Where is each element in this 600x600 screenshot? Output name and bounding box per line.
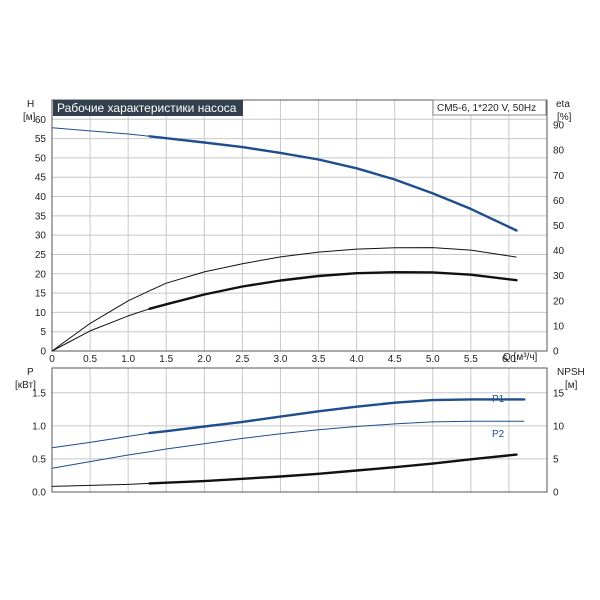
- x-tick-label: 2.5: [235, 354, 249, 365]
- x-tick-label: 5.0: [426, 354, 440, 365]
- y2-tick-label: 60: [553, 196, 565, 207]
- y-tick-label: 5: [40, 327, 46, 338]
- top-plot-frame: [51, 99, 548, 352]
- head-efficiency-plot: Рабочие характеристики насоса CM5-6, 1*2…: [23, 99, 572, 365]
- y2-tick-label: 30: [553, 271, 565, 282]
- x-tick-label: 1.0: [121, 354, 135, 365]
- head-axis-unit: [м]: [23, 112, 36, 123]
- bottom-plot-frame: [51, 367, 548, 493]
- head-tick-labels: 0 5 10 15 20 25 30 35 40 45 50 55 60: [35, 115, 47, 358]
- y-tick-label: 1.5: [32, 388, 46, 399]
- y-tick-label: 55: [35, 134, 47, 145]
- y-tick-label: 25: [35, 250, 47, 261]
- series-1-curve-thin: [51, 420, 525, 469]
- x-tick-label: 2.0: [197, 354, 211, 365]
- model-label: CM5-6, 1*220 V, 50Hz: [437, 103, 536, 114]
- y2-tick-label: 20: [553, 296, 565, 307]
- power-axis-label: P: [27, 367, 34, 378]
- y-tick-label: 30: [35, 231, 47, 242]
- y-tick-label: 60: [35, 115, 47, 126]
- top-grid: [51, 100, 547, 352]
- chart-title: Рабочие характеристики насоса: [57, 101, 237, 115]
- y-tick-label: 50: [35, 153, 47, 164]
- head-axis-label: H: [27, 99, 34, 110]
- model-label-box: [432, 99, 547, 116]
- y2-tick-label: 0: [553, 347, 559, 358]
- top-curves: [51, 127, 518, 352]
- series-0-curve: [148, 398, 526, 435]
- series-2-curve: [148, 453, 518, 485]
- y-tick-label: 0: [40, 347, 46, 358]
- x-tick-label: 6.0: [502, 354, 516, 365]
- x-tick-label: 3.5: [312, 354, 326, 365]
- y2-tick-label: 5: [553, 454, 559, 465]
- y2-tick-label: 10: [553, 421, 565, 432]
- p2-series-label: P2: [492, 429, 505, 440]
- y-tick-label: 0.5: [32, 454, 46, 465]
- y-tick-label: 40: [35, 192, 47, 203]
- eta-axis-unit: [%]: [557, 112, 572, 123]
- x-tick-label: 0.5: [83, 354, 97, 365]
- npsh-tick-labels: 0 5 10 15: [553, 388, 565, 498]
- y2-tick-label: 10: [553, 321, 565, 332]
- x-tick-label: 4.0: [350, 354, 364, 365]
- series-2-curve: [148, 271, 518, 310]
- y-tick-label: 45: [35, 173, 47, 184]
- series-0-curve-thin: [51, 127, 150, 137]
- y2-tick-label: 0: [553, 488, 559, 499]
- eta-axis-label: eta: [556, 99, 570, 110]
- x-tick-label: 4.5: [388, 354, 402, 365]
- y-tick-label: 15: [35, 289, 47, 300]
- y2-tick-label: 90: [553, 121, 565, 132]
- npsh-axis-unit: [м]: [565, 380, 578, 391]
- title-background: [53, 100, 243, 116]
- y2-tick-label: 40: [553, 246, 565, 257]
- top-x-tick-labels: 0 0.5 1.0 1.5 2.0 2.5 3.0 3.5 4.0 4.5 5.0 5.5 6.0: [49, 354, 516, 365]
- series-2-curve-thin: [51, 308, 150, 352]
- x-tick-label: 5.5: [464, 354, 478, 365]
- bottom-curves: [51, 398, 526, 487]
- flow-axis-label: Q [м³/ч]: [503, 352, 538, 363]
- eta-tick-labels: 0 10 20 30 40 50 60 70 80 90: [553, 121, 565, 358]
- x-tick-label: 0: [49, 354, 55, 365]
- x-tick-label: 3.0: [274, 354, 288, 365]
- y2-tick-label: 50: [553, 221, 565, 232]
- y2-tick-label: 70: [553, 171, 565, 182]
- y2-tick-label: 80: [553, 146, 565, 157]
- y-tick-label: 0.0: [32, 488, 46, 499]
- series-1-curve-thin: [51, 247, 517, 352]
- series-0-curve: [148, 135, 518, 232]
- series-2-curve-thin: [51, 482, 150, 487]
- p1-series-label: P1: [492, 394, 505, 405]
- y-tick-label: 1.0: [32, 421, 46, 432]
- y2-tick-label: 15: [553, 388, 565, 399]
- npsh-axis-label: NPSH: [557, 367, 585, 378]
- bottom-grid: [51, 368, 547, 493]
- power-axis-unit: [кВт]: [15, 380, 36, 391]
- series-0-curve-thin: [51, 432, 150, 449]
- y-tick-label: 20: [35, 269, 47, 280]
- x-tick-label: 1.5: [159, 354, 173, 365]
- y-tick-label: 10: [35, 308, 47, 319]
- y-tick-label: 35: [35, 211, 47, 222]
- power-tick-labels: 0.0 0.5 1.0 1.5: [32, 388, 46, 498]
